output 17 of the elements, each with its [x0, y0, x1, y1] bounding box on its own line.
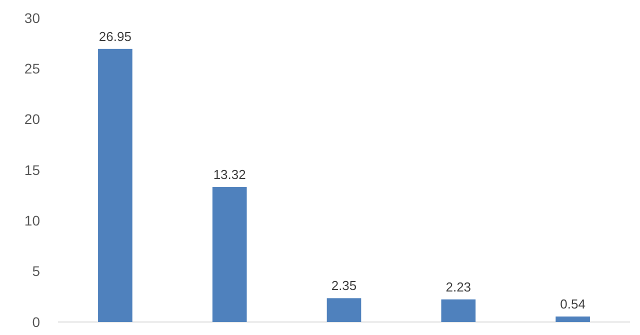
bar [98, 48, 132, 322]
data-label: 13.32 [213, 167, 246, 182]
y-tick-label: 0 [32, 314, 40, 330]
bar [441, 299, 476, 322]
y-tick-label: 15 [24, 162, 40, 178]
bar [212, 187, 247, 322]
bar [556, 316, 590, 322]
data-label: 26.95 [98, 28, 132, 44]
y-tick-label: 30 [24, 10, 40, 26]
data-label: 2.23 [446, 279, 472, 294]
y-tick-label: 20 [24, 111, 40, 128]
y-tick-label: 5 [32, 263, 40, 280]
y-tick-label: 10 [24, 212, 40, 229]
data-label: 0.54 [560, 296, 586, 312]
data-label: 2.35 [331, 278, 357, 294]
y-tick-label: 25 [24, 60, 40, 77]
bar [326, 298, 362, 322]
